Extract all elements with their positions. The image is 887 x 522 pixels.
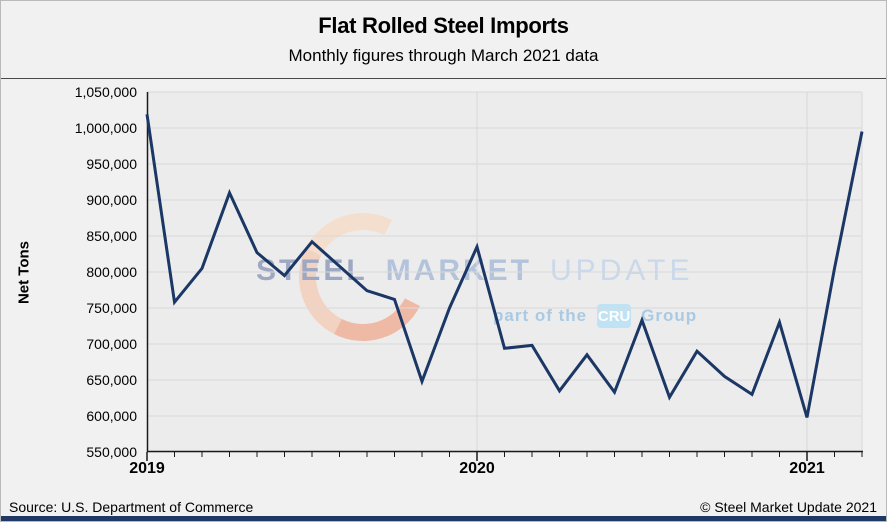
copyright-text: © Steel Market Update 2021 <box>700 499 877 515</box>
y-tick-label: 1,000,000 <box>74 120 137 136</box>
y-axis-title: Net Tons <box>15 240 33 305</box>
y-tick-label: 550,000 <box>86 444 137 460</box>
watermark-update: UPDATE <box>550 254 694 287</box>
header-divider <box>1 78 886 79</box>
watermark-group: Group <box>641 306 698 325</box>
x-tick-label: 2020 <box>459 460 495 477</box>
y-tick-label: 1,050,000 <box>74 84 137 100</box>
watermark-market: MARKET <box>385 254 533 287</box>
y-tick-label: 850,000 <box>86 228 137 244</box>
footer-accent-bar <box>1 516 886 521</box>
y-tick-label: 600,000 <box>86 408 137 424</box>
y-tick-label: 700,000 <box>86 336 137 352</box>
watermark-part-of-the: part of the <box>493 306 588 325</box>
x-tick-label: 2019 <box>129 460 165 477</box>
data-series-line <box>145 114 864 418</box>
y-tick-label: 800,000 <box>86 264 137 280</box>
watermark-wordmark: STEEL MARKET UPDATE <box>256 254 693 288</box>
chart-subtitle: Monthly figures through March 2021 data <box>288 46 599 65</box>
x-tick-label: 2021 <box>789 460 825 477</box>
source-text: Source: U.S. Department of Commerce <box>9 499 254 515</box>
y-tick-label: 950,000 <box>86 156 137 172</box>
y-tick-label: 900,000 <box>86 192 137 208</box>
line-chart-svg <box>145 91 864 461</box>
chart-title: Flat Rolled Steel Imports <box>318 13 569 38</box>
y-tick-label: 650,000 <box>86 372 137 388</box>
y-tick-label: 750,000 <box>86 300 137 316</box>
